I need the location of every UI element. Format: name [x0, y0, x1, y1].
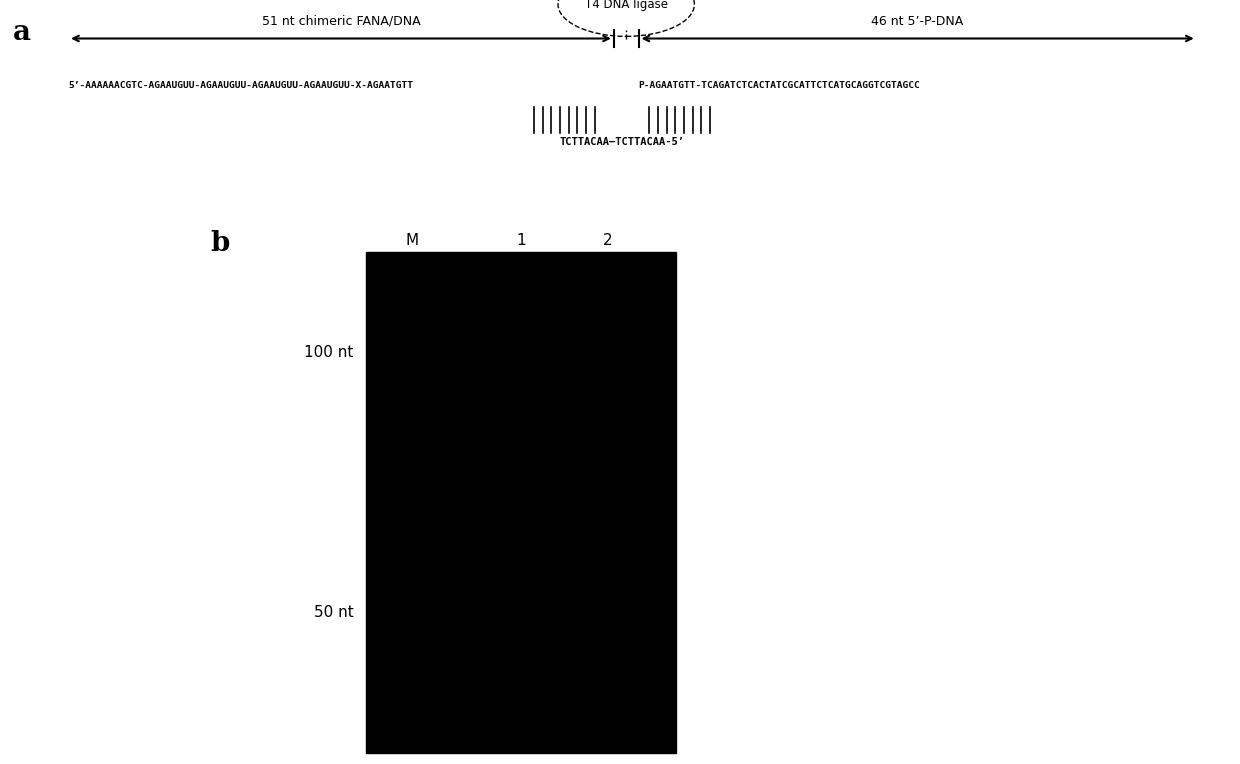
Text: M: M [405, 233, 419, 248]
Text: 100 nt: 100 nt [304, 345, 353, 360]
Text: T4 DNA ligase: T4 DNA ligase [585, 0, 667, 11]
Text: TCTTACAA—TCTTACAA-5’: TCTTACAA—TCTTACAA-5’ [559, 137, 684, 147]
Text: 51 nt chimeric FANA/DNA: 51 nt chimeric FANA/DNA [262, 15, 420, 28]
Text: 5’-AAAAAACGTC-AGAAUGUU-AGAAUGUU-AGAAUGUU-AGAAUGUU-X-AGAATGTT: 5’-AAAAAACGTC-AGAAUGUU-AGAAUGUU-AGAAUGUU… [68, 81, 413, 90]
Text: a: a [12, 18, 31, 46]
Text: P-AGAATGTT-TCAGATCTCACTATCGCATTCTCATGCAGGTCGTAGCC: P-AGAATGTT-TCAGATCTCACTATCGCATTCTCATGCAG… [639, 81, 920, 90]
Text: 46 nt 5’-P-DNA: 46 nt 5’-P-DNA [872, 15, 963, 28]
Text: 2: 2 [603, 233, 613, 248]
Text: 50 nt: 50 nt [314, 605, 353, 620]
Text: 1: 1 [516, 233, 526, 248]
Bar [366, 252, 676, 753]
Text: b: b [211, 231, 231, 257]
